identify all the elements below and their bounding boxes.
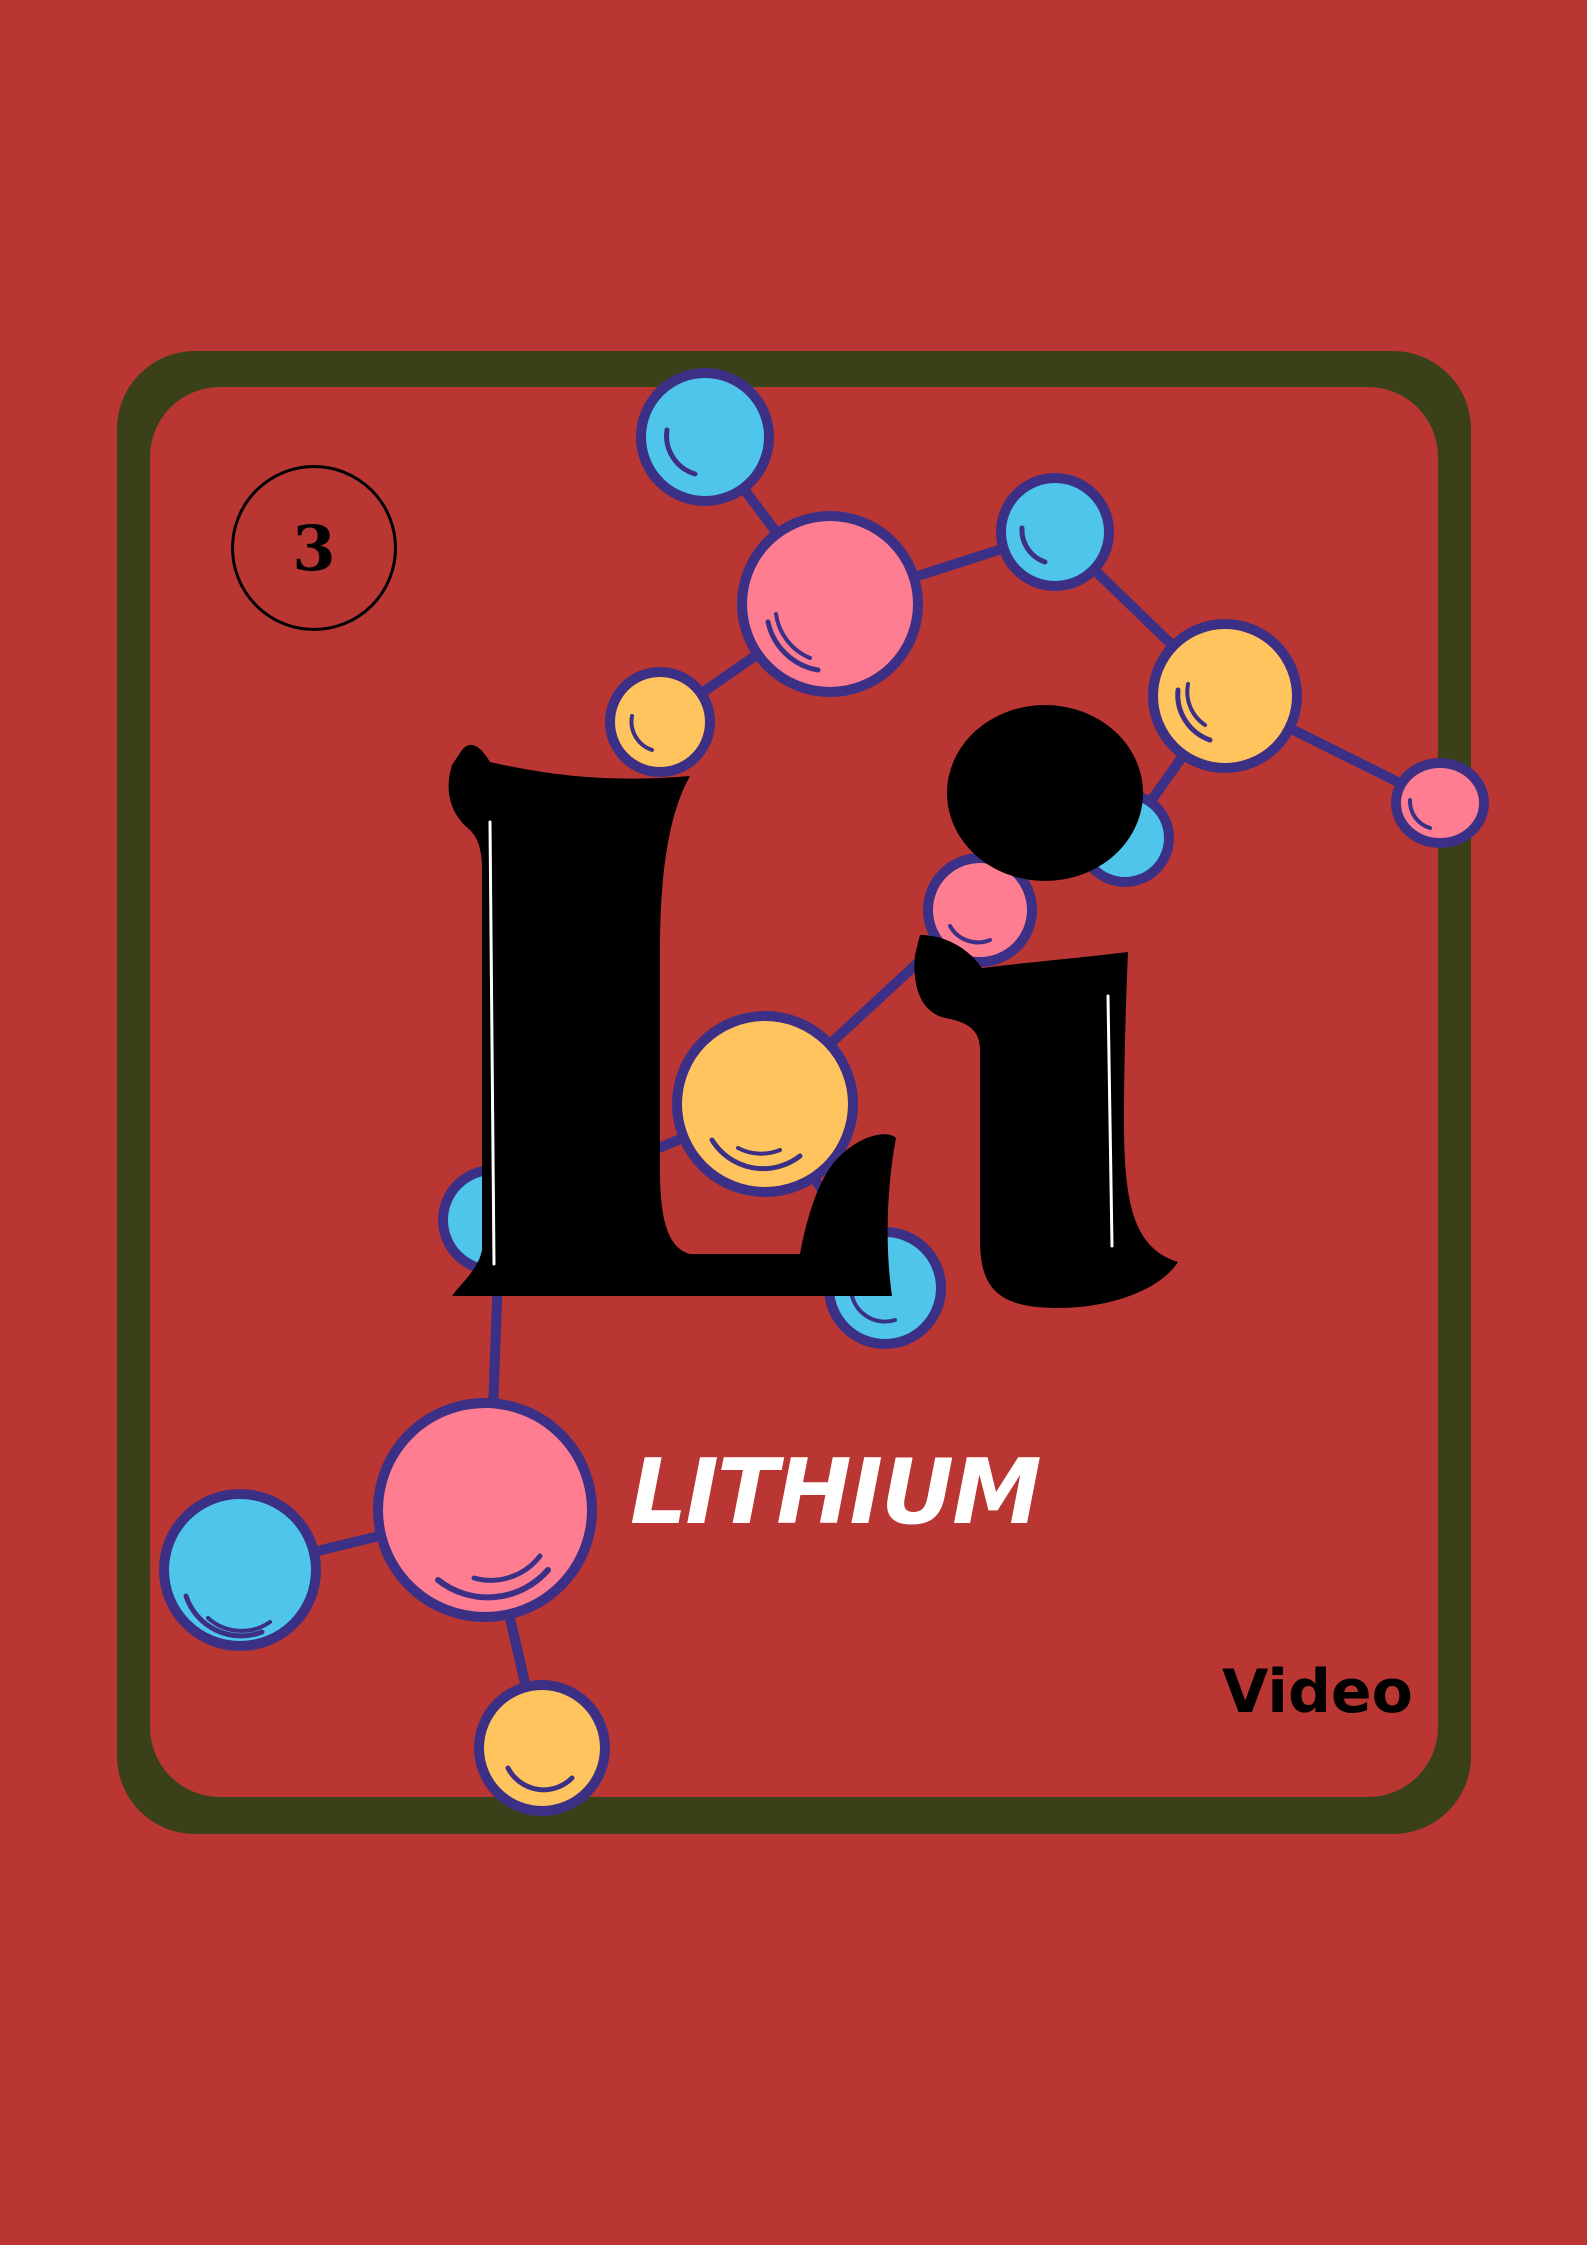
atom-yellow	[605, 667, 715, 777]
atom-pink	[373, 1398, 597, 1622]
element-symbol	[448, 705, 1178, 1308]
symbol-highlights	[488, 820, 1114, 1266]
atom-pink	[1391, 758, 1489, 848]
atom-blue	[159, 1489, 321, 1651]
atomic-number: 3	[292, 511, 336, 585]
atom-yellow	[1148, 619, 1302, 773]
atom-yellow	[474, 1680, 610, 1816]
video-label[interactable]: Video	[1222, 1657, 1413, 1727]
atomic-number-badge: 3	[231, 465, 397, 631]
element-name: LITHIUM	[630, 1440, 1042, 1545]
atom-yellow	[672, 1011, 858, 1197]
atom-blue	[636, 368, 774, 506]
atom-pink	[737, 511, 923, 697]
atom-blue	[996, 473, 1114, 591]
